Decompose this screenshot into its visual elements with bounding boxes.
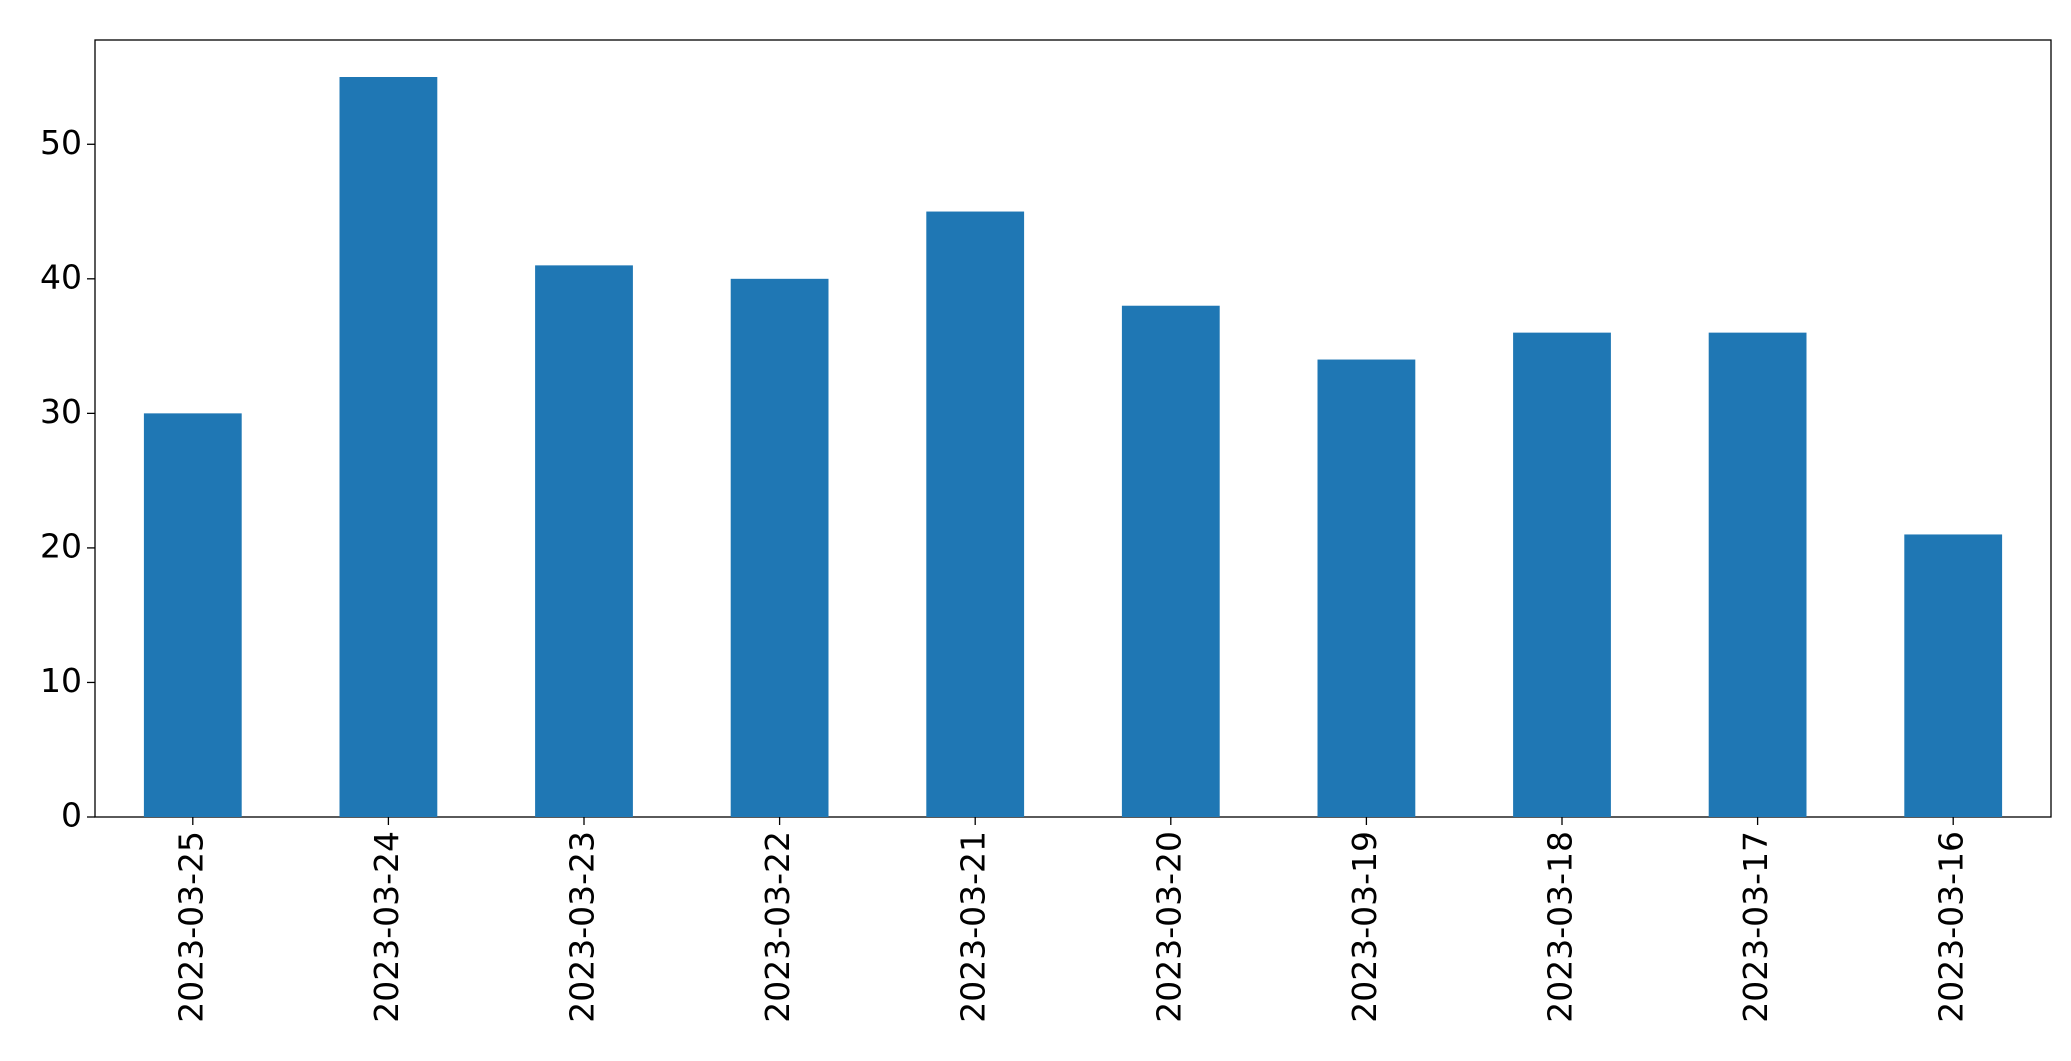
y-tick-label: 20 — [40, 526, 82, 565]
plot-frame — [94, 39, 2052, 818]
x-tick-label: 2023-03-22 — [758, 831, 797, 1023]
bar — [1121, 305, 1220, 817]
x-tick-label: 2023-03-25 — [171, 831, 210, 1023]
y-tick-label: 40 — [40, 257, 82, 296]
y-tick-label: 10 — [40, 661, 82, 700]
x-tick-label: 2023-03-17 — [1736, 831, 1775, 1023]
bar — [339, 77, 438, 817]
x-tick-label: 2023-03-18 — [1541, 831, 1580, 1023]
bar — [926, 211, 1025, 817]
y-tick-label: 30 — [40, 392, 82, 431]
bar — [1317, 359, 1416, 817]
y-tick-label: 0 — [61, 796, 82, 835]
x-tick-label: 2023-03-24 — [367, 831, 406, 1023]
bar — [730, 278, 829, 817]
x-tick-label: 2023-03-20 — [1149, 831, 1188, 1023]
x-tick-label: 2023-03-16 — [1932, 831, 1971, 1023]
bar — [1513, 332, 1611, 817]
x-tick-label: 2023-03-19 — [1345, 831, 1384, 1023]
bar — [1904, 534, 2003, 817]
bar — [143, 413, 242, 817]
x-tick-label: 2023-03-23 — [563, 831, 602, 1023]
bar — [535, 265, 633, 817]
x-tick-label: 2023-03-21 — [954, 831, 993, 1023]
bar — [1708, 332, 1807, 817]
y-tick-label: 50 — [40, 123, 82, 162]
